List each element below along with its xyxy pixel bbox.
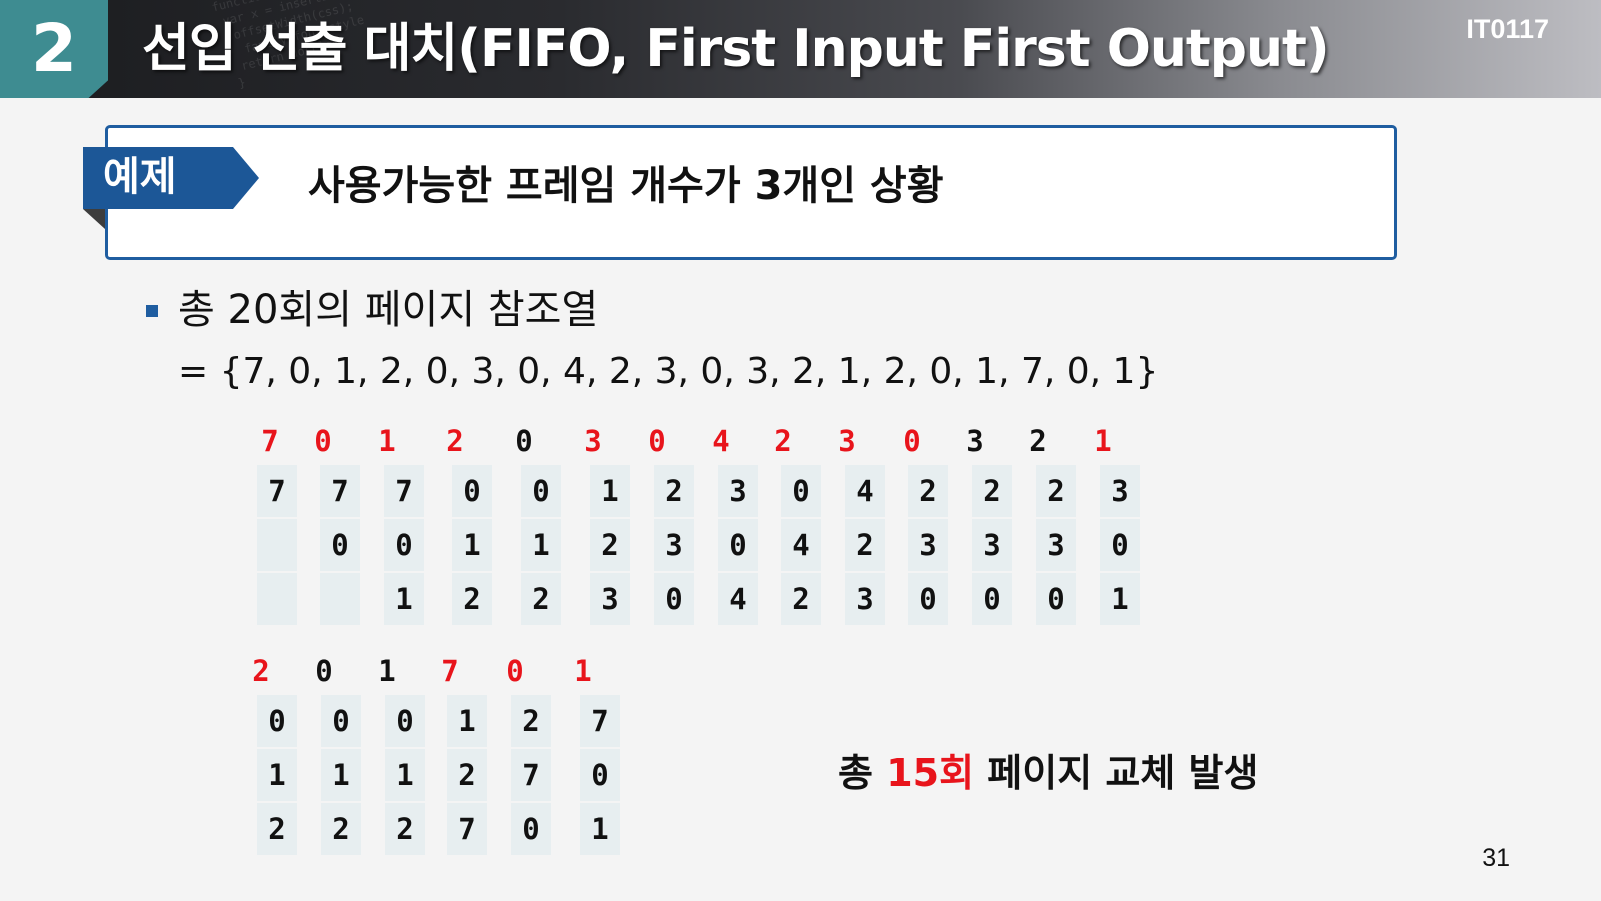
frame-cell: 0 — [1036, 573, 1076, 625]
frame-cell: 7 — [511, 749, 551, 801]
frame-cell: 0 — [452, 465, 492, 517]
frame-cell: 0 — [385, 695, 425, 747]
frame-cell: 0 — [257, 695, 297, 747]
reference-page: 1 — [378, 654, 396, 688]
reference-page: 1 — [378, 424, 396, 458]
frame-cell: 2 — [511, 695, 551, 747]
frame-cell: 3 — [1036, 519, 1076, 571]
frame-cell: 3 — [845, 573, 885, 625]
frame-cell: 1 — [1100, 573, 1140, 625]
reference-page: 0 — [648, 424, 666, 458]
reference-page: 0 — [903, 424, 921, 458]
frame-cell: 1 — [521, 519, 561, 571]
frame-cell: 1 — [257, 749, 297, 801]
frame-cell: 7 — [580, 695, 620, 747]
frame-cell: 2 — [781, 573, 821, 625]
frame-cell: 3 — [972, 519, 1012, 571]
reference-page: 2 — [1029, 424, 1047, 458]
frame-cell: 2 — [447, 749, 487, 801]
header-bar: function(){ var x = insertElem; offsetWi… — [0, 0, 1601, 98]
frame-cell: 4 — [718, 573, 758, 625]
reference-page: 1 — [1094, 424, 1112, 458]
frame-cell: 2 — [321, 803, 361, 855]
frame-cell: 7 — [320, 465, 360, 517]
section-number-badge: 2 — [0, 0, 108, 98]
reference-page: 4 — [712, 424, 730, 458]
frame-cell: 2 — [385, 803, 425, 855]
reference-page: 3 — [584, 424, 602, 458]
example-tag-fold — [83, 209, 105, 229]
frame-cell: 1 — [384, 573, 424, 625]
course-code: IT0117 — [1466, 14, 1549, 44]
example-description: 사용가능한 프레임 개수가 3개인 상황 — [308, 163, 944, 209]
frame-cell: 0 — [320, 519, 360, 571]
frame-cell: 2 — [654, 465, 694, 517]
reference-page: 0 — [506, 654, 524, 688]
reference-page: 7 — [441, 654, 459, 688]
frame-cell — [257, 573, 297, 625]
reference-page: 2 — [252, 654, 270, 688]
example-tag: 예제 — [83, 147, 259, 209]
frame-cell: 0 — [908, 573, 948, 625]
reference-page: 0 — [315, 654, 333, 688]
example-box — [105, 125, 1397, 260]
page-title: 선입 선출 대치(FIFO, First Input First Output) — [142, 19, 1330, 79]
frame-cell: 3 — [1100, 465, 1140, 517]
frame-cell: 0 — [521, 465, 561, 517]
frame-cell: 3 — [908, 519, 948, 571]
frame-cell: 0 — [580, 749, 620, 801]
frame-cell: 7 — [384, 465, 424, 517]
frame-cell: 7 — [257, 465, 297, 517]
summary-count: 15회 — [886, 751, 975, 795]
frame-cell: 0 — [718, 519, 758, 571]
example-tag-label: 예제 — [103, 154, 177, 200]
reference-page: 7 — [261, 424, 279, 458]
frame-cell: 2 — [1036, 465, 1076, 517]
reference-page: 0 — [314, 424, 332, 458]
frame-cell: 2 — [972, 465, 1012, 517]
frame-cell: 3 — [590, 573, 630, 625]
frame-cell: 0 — [654, 573, 694, 625]
page-number: 31 — [1482, 844, 1510, 872]
frame-cell: 4 — [781, 519, 821, 571]
frame-cell: 0 — [781, 465, 821, 517]
frame-cell: 3 — [718, 465, 758, 517]
reference-page: 3 — [966, 424, 984, 458]
frame-cell: 1 — [590, 465, 630, 517]
reference-page: 0 — [515, 424, 533, 458]
frame-cell: 2 — [845, 519, 885, 571]
frame-cell: 1 — [385, 749, 425, 801]
reference-page: 2 — [446, 424, 464, 458]
summary-prefix: 총 — [838, 751, 887, 795]
frame-cell: 3 — [654, 519, 694, 571]
section-number: 2 — [31, 10, 77, 87]
summary-text: 총 15회 페이지 교체 발생 — [838, 748, 1258, 798]
frame-cell: 1 — [452, 519, 492, 571]
frame-cell: 0 — [511, 803, 551, 855]
summary-suffix: 페이지 교체 발생 — [974, 751, 1259, 795]
frame-cell: 1 — [580, 803, 620, 855]
frame-cell: 0 — [384, 519, 424, 571]
bullet-marker — [146, 305, 158, 317]
frame-cell: 1 — [447, 695, 487, 747]
frame-cell: 4 — [845, 465, 885, 517]
bullet-text: 총 20회의 페이지 참조열 — [178, 287, 599, 333]
frame-cell: 0 — [321, 695, 361, 747]
reference-sequence: = {7, 0, 1, 2, 0, 3, 0, 4, 2, 3, 0, 3, 2… — [178, 351, 1159, 392]
frame-cell: 1 — [321, 749, 361, 801]
frame-cell: 7 — [447, 803, 487, 855]
frame-cell: 2 — [590, 519, 630, 571]
frame-cell: 2 — [257, 803, 297, 855]
frame-cell: 0 — [972, 573, 1012, 625]
frame-cell — [257, 519, 297, 571]
frame-cell: 2 — [908, 465, 948, 517]
reference-page: 1 — [574, 654, 592, 688]
frame-cell: 2 — [521, 573, 561, 625]
reference-page: 2 — [774, 424, 792, 458]
frame-cell — [320, 573, 360, 625]
frame-cell: 0 — [1100, 519, 1140, 571]
reference-page: 3 — [838, 424, 856, 458]
frame-cell: 2 — [452, 573, 492, 625]
